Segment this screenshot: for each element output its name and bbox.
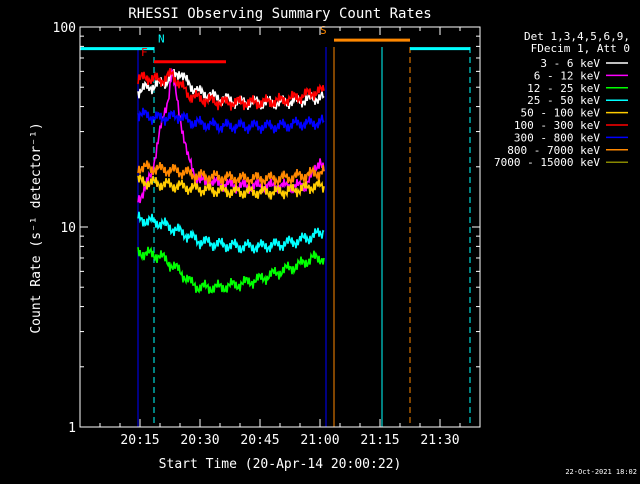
flag-label-S: S	[320, 24, 327, 37]
x-tick-label: 20:15	[120, 433, 159, 448]
x-tick-label: 21:15	[360, 433, 399, 448]
series-line-6	[137, 107, 325, 135]
legend-header-detectors: Det 1,3,4,5,6,9,	[524, 30, 630, 43]
x-tick-label: 21:00	[300, 433, 339, 448]
x-tick-label: 21:30	[420, 433, 459, 448]
series-line-4	[137, 174, 325, 200]
flag-label-N: N	[158, 33, 165, 46]
plot-frame	[79, 26, 481, 428]
y-tick-label: 100	[53, 21, 76, 36]
legend-entry-1: 6 - 12 keV	[534, 69, 601, 82]
y-tick-label: 10	[60, 221, 76, 236]
x-tick-label: 20:45	[240, 433, 279, 448]
flag-label-F: F	[141, 46, 148, 59]
legend-entry-3: 25 - 50 keV	[527, 94, 600, 107]
series-line-2	[137, 246, 325, 294]
chart-title: RHESSI Observing Summary Count Rates	[128, 6, 431, 22]
x-tick-label: 20:30	[180, 433, 219, 448]
legend-header-fdecim: FDecim 1, Att 0	[531, 42, 630, 55]
legend-entry-4: 50 - 100 keV	[521, 107, 601, 120]
series-line-1	[137, 67, 325, 204]
y-tick-label: 1	[68, 421, 76, 436]
legend-entry-5: 100 - 300 keV	[514, 119, 600, 132]
legend-entry-7: 800 - 7000 keV	[507, 144, 600, 157]
series-line-5	[137, 67, 325, 111]
plot-layer: NF S	[79, 24, 481, 428]
series-line-7	[137, 160, 325, 187]
legend-entry-0: 3 - 6 keV	[540, 57, 600, 70]
legend-entry-6: 300 - 800 keV	[514, 131, 600, 144]
legend-entry-2: 12 - 25 keV	[527, 82, 600, 95]
y-axis-label: Count Rate (s⁻¹ detector⁻¹)	[29, 122, 44, 333]
legend-entry-8: 7000 - 15000 keV	[494, 156, 600, 169]
x-axis-label: Start Time (20-Apr-14 20:00:22)	[159, 457, 402, 472]
series-line-3	[137, 211, 325, 254]
generation-date: 22-Oct-2021 18:02	[565, 468, 637, 476]
